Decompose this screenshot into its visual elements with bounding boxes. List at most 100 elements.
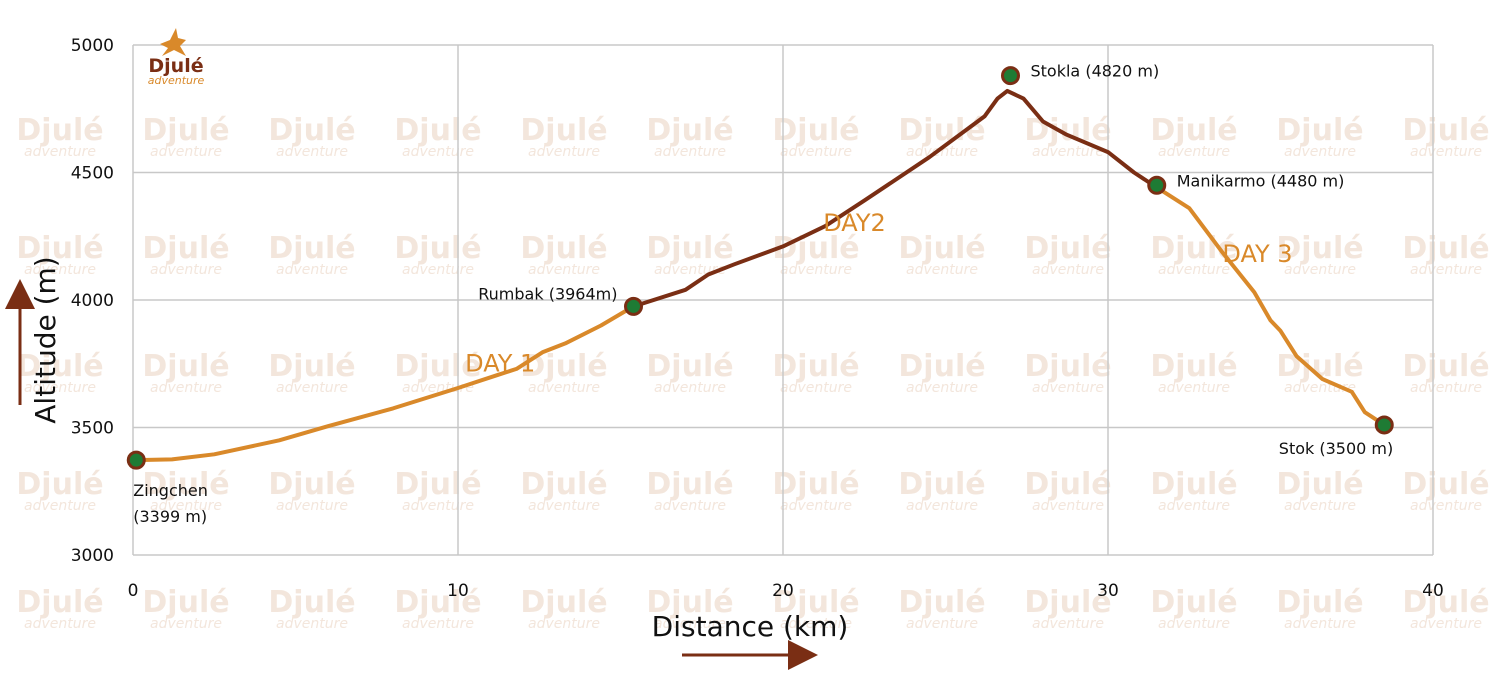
x-tick-label: 40 — [1422, 581, 1444, 601]
watermark-tagline: adventure — [24, 498, 96, 514]
watermark-brand: Djulé — [142, 113, 229, 148]
watermark-brand: Djulé — [1402, 349, 1489, 384]
watermark-tagline: adventure — [654, 380, 726, 396]
watermark-tagline: adventure — [654, 144, 726, 160]
watermark-brand: Djulé — [898, 585, 985, 620]
watermark-tagline: adventure — [402, 262, 474, 278]
watermark-brand: Djulé — [646, 113, 733, 148]
watermark-brand: Djulé — [268, 231, 355, 266]
watermark-tagline: adventure — [150, 144, 222, 160]
watermark-brand: Djulé — [1024, 467, 1111, 502]
watermark-brand: Djulé — [772, 349, 859, 384]
watermark-tagline: adventure — [1284, 616, 1356, 632]
watermark-tagline: adventure — [1284, 498, 1356, 514]
waypoint-label-manikarmo: Manikarmo (4480 m) — [1177, 171, 1345, 190]
watermark-tagline: adventure — [1158, 144, 1230, 160]
watermark-pattern: DjuléadventureDjuléadventureDjuléadventu… — [16, 113, 1489, 632]
watermark-tagline: adventure — [402, 498, 474, 514]
watermark-brand: Djulé — [1150, 585, 1237, 620]
watermark-tagline: adventure — [150, 616, 222, 632]
watermark-tagline: adventure — [276, 144, 348, 160]
watermark-tagline: adventure — [150, 380, 222, 396]
watermark-brand: Djulé — [898, 113, 985, 148]
watermark-brand: Djulé — [142, 349, 229, 384]
watermark-tagline: adventure — [1032, 616, 1104, 632]
axis-ticks: 0 10 20 30 40 3000 3500 4000 4500 5000 — [71, 36, 1444, 601]
day-label-1: DAY 1 — [465, 349, 535, 377]
x-tick-label: 20 — [772, 581, 794, 601]
waypoint-marker-rumbak — [624, 296, 643, 316]
watermark-brand: Djulé — [394, 467, 481, 502]
watermark-tagline: adventure — [150, 498, 222, 514]
watermark-tagline: adventure — [1032, 144, 1104, 160]
watermark-brand: Djulé — [898, 231, 985, 266]
watermark-tagline: adventure — [402, 616, 474, 632]
waypoints: Zingchen (3399 m) Rumbak (3964m) Stokla (48… — [126, 62, 1394, 526]
watermark-brand: Djulé — [1150, 113, 1237, 148]
watermark-brand: Djulé — [1150, 231, 1237, 266]
watermark-brand: Djulé — [1024, 349, 1111, 384]
watermark-brand: Djulé — [268, 349, 355, 384]
waypoint-marker-stok — [1374, 415, 1394, 435]
y-tick-label: 4000 — [71, 291, 114, 311]
watermark-tagline: adventure — [276, 262, 348, 278]
watermark-tagline: adventure — [402, 144, 474, 160]
watermark-tagline: adventure — [780, 144, 852, 160]
watermark-tagline: adventure — [1032, 498, 1104, 514]
watermark-brand: Djulé — [16, 585, 103, 620]
watermark-brand: Djulé — [646, 231, 733, 266]
watermark-tagline: adventure — [528, 498, 600, 514]
watermark-brand: Djulé — [520, 231, 607, 266]
watermark-tagline: adventure — [780, 380, 852, 396]
watermark-brand: Djulé — [142, 467, 229, 502]
watermark-brand: Djulé — [16, 467, 103, 502]
watermark-tagline: adventure — [654, 616, 726, 632]
watermark-brand: Djulé — [1150, 349, 1237, 384]
watermark-brand: Djulé — [1276, 113, 1363, 148]
watermark-tagline: adventure — [780, 262, 852, 278]
watermark-brand: Djulé — [772, 585, 859, 620]
watermark-tagline: adventure — [1158, 380, 1230, 396]
waypoint-label-stokla: Stokla (4820 m) — [1031, 62, 1160, 81]
watermark-tagline: adventure — [1410, 144, 1482, 160]
watermark-brand: Djulé — [1024, 585, 1111, 620]
watermark-brand: Djulé — [394, 113, 481, 148]
watermark-brand: Djulé — [1024, 113, 1111, 148]
watermark-tagline: adventure — [402, 380, 474, 396]
waypoint-label-zingchen: (3399 m) — [133, 507, 207, 526]
logo-tagline: adventure — [148, 74, 205, 87]
watermark-tagline: adventure — [528, 144, 600, 160]
watermark-brand: Djulé — [394, 585, 481, 620]
y-tick-label: 5000 — [71, 36, 114, 56]
watermark-tagline: adventure — [150, 262, 222, 278]
watermark-tagline: adventure — [780, 616, 852, 632]
watermark-tagline: adventure — [528, 262, 600, 278]
watermark-brand: Djulé — [772, 113, 859, 148]
waypoint-label-stok: Stok (3500 m) — [1279, 439, 1393, 458]
watermark-tagline: adventure — [906, 616, 978, 632]
waypoint-marker-manikarmo — [1147, 175, 1167, 195]
watermark-brand: Djulé — [16, 113, 103, 148]
watermark-brand: Djulé — [772, 231, 859, 266]
watermark-brand: Djulé — [898, 349, 985, 384]
y-tick-label: 3500 — [71, 419, 114, 439]
watermark-tagline: adventure — [528, 380, 600, 396]
watermark-brand: Djulé — [1402, 113, 1489, 148]
watermark-brand: Djulé — [394, 349, 481, 384]
watermark-brand: Djulé — [142, 585, 229, 620]
watermark-brand: Djulé — [1276, 467, 1363, 502]
brand-logo: Djulé adventure — [148, 18, 205, 87]
x-tick-label: 0 — [128, 581, 139, 601]
watermark-brand: Djulé — [1402, 231, 1489, 266]
watermark-tagline: adventure — [1032, 380, 1104, 396]
day-annotations: DAY 1 DAY2 DAY 3 — [465, 209, 1292, 377]
watermark-tagline: adventure — [1158, 262, 1230, 278]
watermark-brand: Djulé — [1402, 467, 1489, 502]
watermark-brand: Djulé — [16, 231, 103, 266]
watermark-brand: Djulé — [898, 467, 985, 502]
watermark-tagline: adventure — [1284, 262, 1356, 278]
watermark-tagline: adventure — [906, 262, 978, 278]
watermark-tagline: adventure — [1410, 616, 1482, 632]
watermark-tagline: adventure — [24, 380, 96, 396]
